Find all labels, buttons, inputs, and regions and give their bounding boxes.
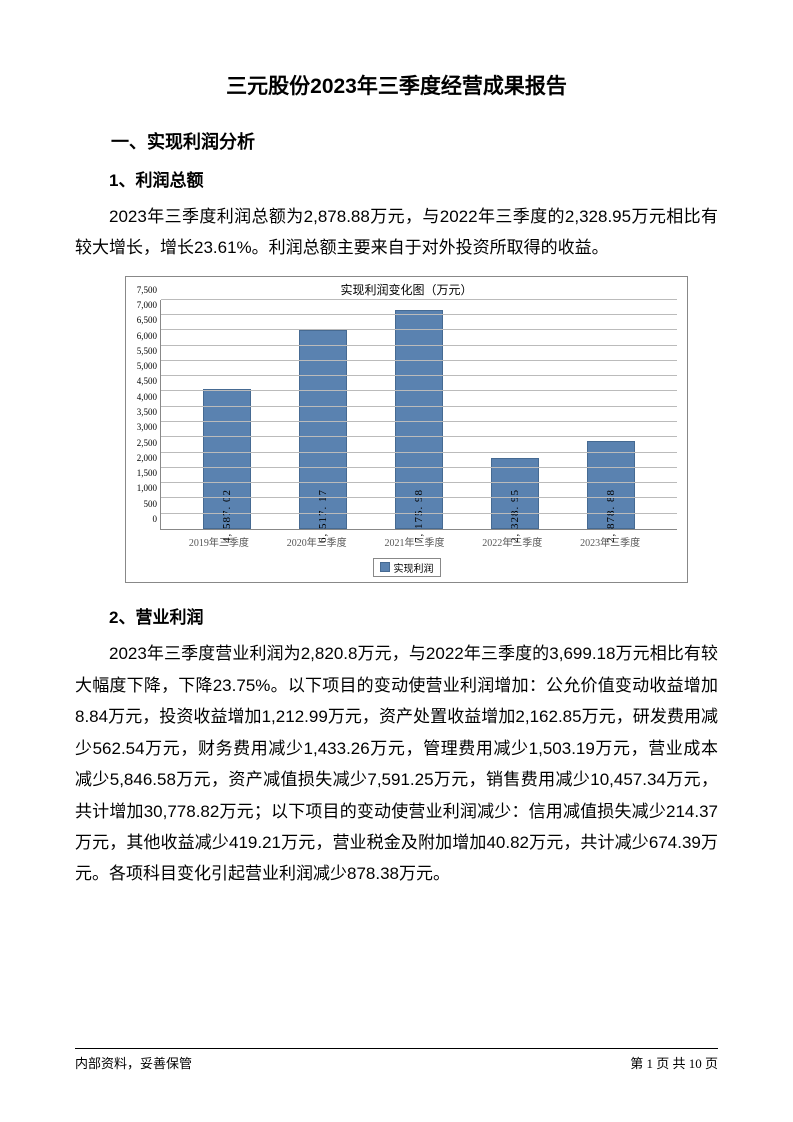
footer-confidential: 内部资料，妥善保管 [75, 1053, 192, 1072]
legend-swatch [380, 562, 390, 572]
section-1-1-heading: 1、利润总额 [75, 166, 718, 191]
section-1-1-paragraph: 2023年三季度利润总额为2,878.88万元，与2022年三季度的2,328.… [75, 201, 718, 264]
chart-gridline [161, 299, 677, 300]
document-title: 三元股份2023年三季度经营成果报告 [75, 70, 718, 100]
chart-gridline [161, 406, 677, 407]
chart-bar-slot: 7, 175. 98 [395, 300, 443, 529]
legend-label: 实现利润 [394, 560, 434, 575]
chart-gridline [161, 375, 677, 376]
chart-gridline [161, 329, 677, 330]
chart-gridline [161, 467, 677, 468]
chart-ytick-label: 5,000 [137, 361, 161, 371]
chart-ytick-label: 3,000 [137, 422, 161, 432]
chart-bar: 7, 175. 98 [395, 310, 443, 529]
footer-pagination: 第 1 页 共 10 页 [630, 1053, 718, 1072]
footer-page-mid: 页 共 [653, 1056, 689, 1071]
chart-x-axis: 2019年三季度2020年三季度2021年三季度2022年三季度2023年三季度 [126, 530, 687, 555]
chart-gridline [161, 436, 677, 437]
chart-bar-slot: 2, 328. 95 [491, 300, 539, 529]
chart-ytick-label: 2,000 [137, 453, 161, 463]
chart-plot-area: 4, 587. 02 6, 517. 17 7, 175. 98 2, 328. 95… [160, 300, 677, 530]
chart-gridline [161, 513, 677, 514]
footer-page-total: 10 [689, 1056, 702, 1071]
chart-gridline [161, 345, 677, 346]
footer-page-prefix: 第 [630, 1056, 646, 1071]
chart-gridline [161, 314, 677, 315]
chart-title: 实现利润变化图（万元） [126, 277, 687, 300]
chart-gridline [161, 452, 677, 453]
chart-ytick-label: 1,000 [137, 483, 161, 493]
chart-ytick-label: 6,000 [137, 331, 161, 341]
chart-bar: 2, 328. 95 [491, 458, 539, 529]
chart-ytick-label: 0 [153, 514, 162, 524]
chart-gridline [161, 390, 677, 391]
chart-bar-slot: 6, 517. 17 [299, 300, 347, 529]
chart-ytick-label: 1,500 [137, 468, 161, 478]
chart-ytick-label: 5,500 [137, 346, 161, 356]
chart-bar-slot: 4, 587. 02 [203, 300, 251, 529]
chart-ytick-label: 4,500 [137, 376, 161, 386]
chart-bar-slot: 2, 878. 88 [587, 300, 635, 529]
chart-ytick-label: 7,500 [137, 285, 161, 295]
chart-ytick-label: 7,000 [137, 300, 161, 310]
chart-bars-container: 4, 587. 02 6, 517. 17 7, 175. 98 2, 328. 95… [161, 300, 677, 529]
chart-ytick-label: 3,500 [137, 407, 161, 417]
page-footer: 内部资料，妥善保管 第 1 页 共 10 页 [75, 1048, 718, 1072]
chart-gridline [161, 497, 677, 498]
profit-chart: 实现利润变化图（万元） 4, 587. 02 6, 517. 17 7, 175. … [125, 276, 688, 584]
chart-gridline [161, 421, 677, 422]
chart-ytick-label: 500 [144, 499, 162, 509]
chart-bar: 2, 878. 88 [587, 441, 635, 529]
chart-legend-item: 实现利润 [373, 558, 441, 577]
chart-xtick-label: 2019年三季度 [184, 534, 254, 549]
chart-gridline [161, 360, 677, 361]
chart-gridline [161, 482, 677, 483]
chart-legend: 实现利润 [126, 555, 687, 583]
chart-bar: 4, 587. 02 [203, 389, 251, 529]
chart-ytick-label: 4,000 [137, 392, 161, 402]
footer-page-suffix: 页 [702, 1056, 718, 1071]
section-1-2-heading: 2、营业利润 [75, 603, 718, 628]
chart-ytick-label: 6,500 [137, 315, 161, 325]
chart-ytick-label: 2,500 [137, 438, 161, 448]
section-1-heading: 一、实现利润分析 [75, 128, 718, 154]
section-1-2-paragraph: 2023年三季度营业利润为2,820.8万元，与2022年三季度的3,699.1… [75, 638, 718, 890]
